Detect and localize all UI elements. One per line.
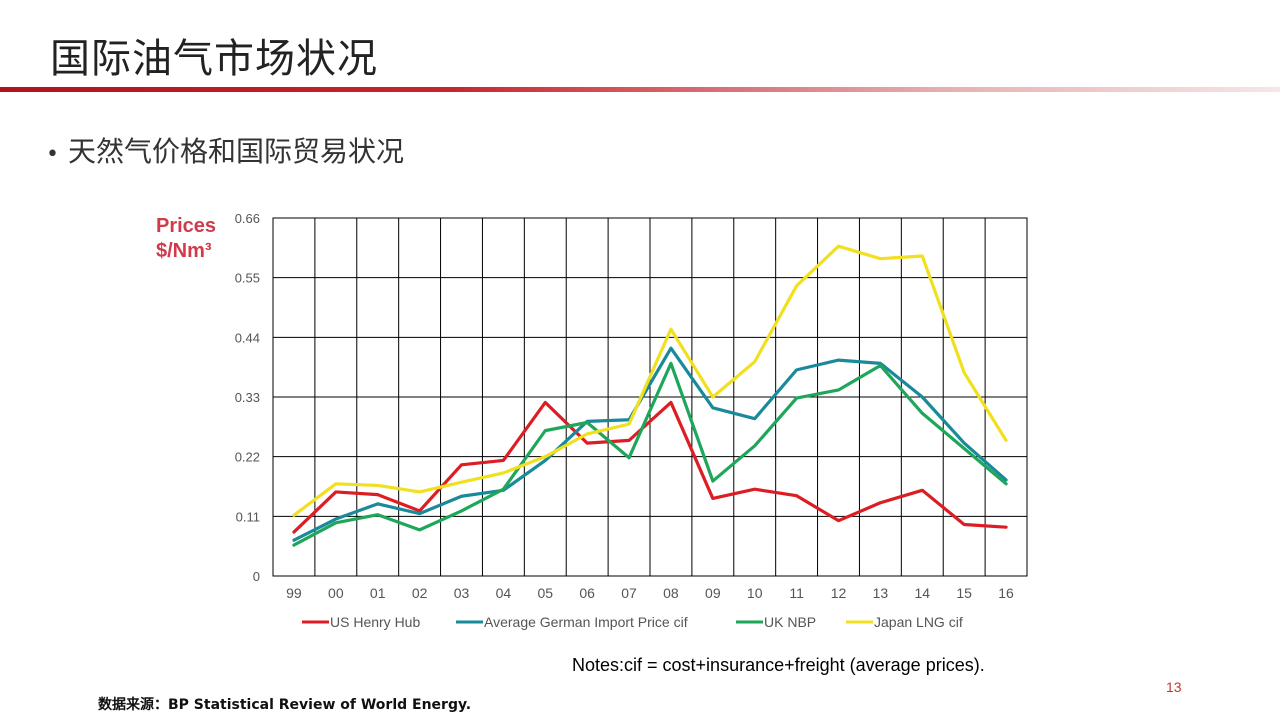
x-tick-label: 16 [998,585,1014,601]
page-number: 13 [1166,679,1182,695]
x-tick-label: 15 [956,585,972,601]
x-tick-label: 13 [873,585,889,601]
series-line [292,400,1008,534]
series-line [292,346,1008,542]
y-tick-label: 0.44 [235,330,260,345]
series-line [292,244,1008,517]
slide-title: 国际油气市场状况 [50,36,378,82]
y-tick-label: 0.33 [235,390,260,405]
x-tick-label: 05 [537,585,553,601]
x-tick-label: 03 [454,585,470,601]
x-tick-label: 09 [705,585,721,601]
y-axis-label: Prices $/Nm³ [156,214,216,264]
chart-notes: Notes:cif = cost+insurance+freight (aver… [572,655,985,675]
x-tick-label: 08 [663,585,679,601]
legend-label: Average German Import Price cif [484,614,688,630]
y-tick-label: 0.11 [236,509,260,524]
x-tick-label: 02 [412,585,428,601]
legend-label: US Henry Hub [330,614,420,630]
y-tick-label: 0.22 [235,450,260,465]
x-tick-label: 00 [328,585,344,601]
y-tick-label: 0.66 [235,211,260,226]
x-tick-label: 06 [579,585,595,601]
y-tick-label: 0 [253,569,260,584]
x-tick-label: 14 [914,585,930,601]
y-tick-label: 0.55 [235,271,260,286]
y-axis-label-line2: $/Nm³ [156,240,212,262]
x-tick-label: 12 [831,585,847,601]
x-tick-label: 01 [370,585,386,601]
series-line [292,361,1008,547]
legend-label: Japan LNG cif [874,614,963,630]
data-source: 数据来源：BP Statistical Review of World Ener… [98,697,472,713]
x-tick-label: 04 [496,585,512,601]
x-tick-label: 10 [747,585,763,601]
x-tick-label: 07 [621,585,637,601]
legend-label: UK NBP [764,614,816,630]
x-tick-label: 11 [789,585,804,601]
bullet-item: • 天然气价格和国际贸易状况 [46,130,404,170]
bullet-dot-icon: • [46,142,59,167]
bullet-text: 天然气价格和国际贸易状况 [68,135,405,168]
x-tick-label: 99 [286,585,302,601]
title-divider [0,87,1280,92]
y-axis-label-line1: Prices [156,215,217,237]
